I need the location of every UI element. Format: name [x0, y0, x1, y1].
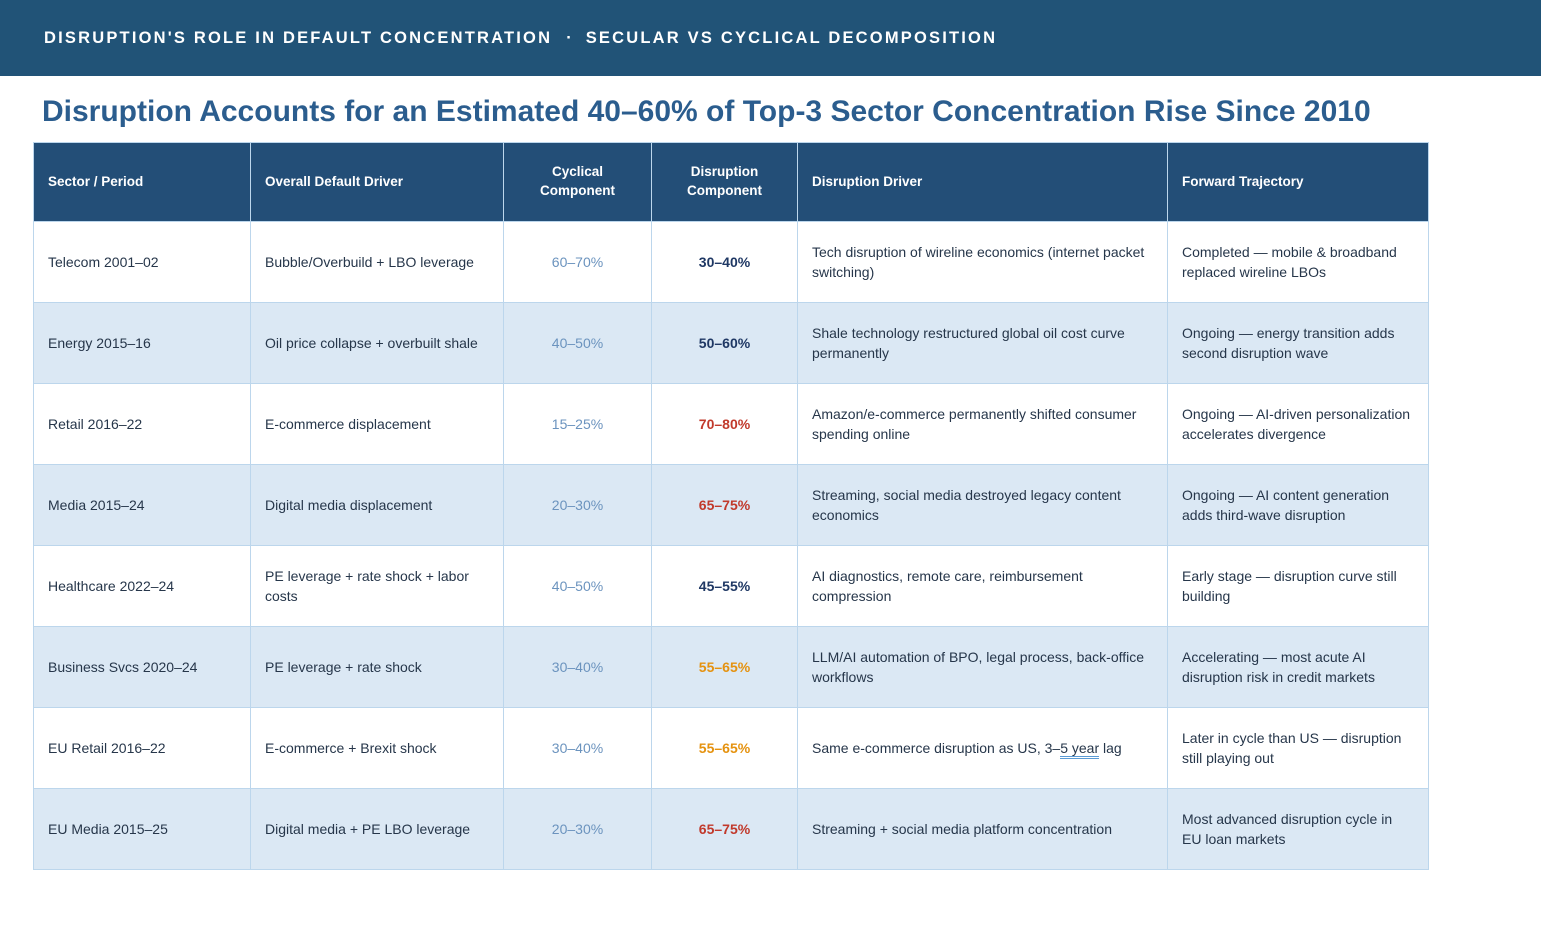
col-header-forward-trajectory: Forward Trajectory	[1167, 142, 1429, 222]
overall-driver-cell: Bubble/Overbuild + LBO leverage	[250, 221, 504, 303]
cyclical-value: 30–40%	[503, 626, 652, 708]
cyclical-value: 20–30%	[503, 464, 652, 546]
disruption-value-cell: 30–40%	[651, 221, 798, 303]
overall-driver-cell: E-commerce displacement	[250, 383, 504, 465]
overall-driver-cell: E-commerce + Brexit shock	[250, 707, 504, 789]
table-row-media: Media 2015–24 Digital media displacement…	[33, 464, 1429, 546]
col-header-sector-period: Sector / Period	[33, 142, 251, 222]
table-row-eu-media: EU Media 2015–25 Digital media + PE LBO …	[33, 788, 1429, 870]
cyclical-value: 40–50%	[503, 545, 652, 627]
disruption-driver-cell: Same e-commerce disruption as US, 3–5 ye…	[797, 707, 1168, 789]
overall-driver-cell: PE leverage + rate shock + labor costs	[250, 545, 504, 627]
cyclical-value: 20–30%	[503, 788, 652, 870]
kicker-left-text: DISRUPTION'S ROLE IN DEFAULT CONCENTRATI…	[44, 28, 553, 47]
disruption-driver-cell: Amazon/e-commerce permanently shifted co…	[797, 383, 1168, 465]
table-row-business-svcs: Business Svcs 2020–24 PE leverage + rate…	[33, 626, 1429, 708]
disruption-value: 65–75%	[698, 497, 751, 513]
cyclical-value: 15–25%	[503, 383, 652, 465]
sector-period-cell: Energy 2015–16	[33, 302, 251, 384]
disruption-value: 50–60%	[698, 335, 751, 351]
disruption-driver-text: Same e-commerce disruption as US, 3–	[812, 740, 1061, 756]
table-row-eu-retail: EU Retail 2016–22 E-commerce + Brexit sh…	[33, 707, 1429, 789]
forward-trajectory-cell: Ongoing — AI-driven personalization acce…	[1167, 383, 1429, 465]
disruption-driver-cell: Shale technology restructured global oil…	[797, 302, 1168, 384]
disruption-driver-text: lag	[1099, 740, 1122, 756]
disruption-value: 45–55%	[698, 578, 751, 594]
cyclical-value: 30–40%	[503, 707, 652, 789]
cyclical-value: 40–50%	[503, 302, 652, 384]
disruption-value-cell: 65–75%	[651, 464, 798, 546]
sector-period-cell: Media 2015–24	[33, 464, 251, 546]
forward-trajectory-cell: Most advanced disruption cycle in EU loa…	[1167, 788, 1429, 870]
grammar-underlined-text: 5 year	[1060, 740, 1100, 759]
overall-driver-cell: Digital media + PE LBO leverage	[250, 788, 504, 870]
table-row-healthcare: Healthcare 2022–24 PE leverage + rate sh…	[33, 545, 1429, 627]
disruption-value: 65–75%	[698, 821, 751, 837]
table-row-retail: Retail 2016–22 E-commerce displacement 1…	[33, 383, 1429, 465]
disruption-driver-cell: Streaming, social media destroyed legacy…	[797, 464, 1168, 546]
kicker-right-text: SECULAR VS CYCLICAL DECOMPOSITION	[585, 28, 998, 47]
cyclical-value: 60–70%	[503, 221, 652, 303]
forward-trajectory-cell: Completed — mobile & broadband replaced …	[1167, 221, 1429, 303]
overall-driver-cell: Digital media displacement	[250, 464, 504, 546]
sector-period-cell: EU Retail 2016–22	[33, 707, 251, 789]
disruption-value-cell: 55–65%	[651, 626, 798, 708]
disruption-value: 30–40%	[698, 254, 751, 270]
disruption-value-cell: 65–75%	[651, 788, 798, 870]
sector-period-cell: Business Svcs 2020–24	[33, 626, 251, 708]
col-header-disruption-component: Disruption Component	[651, 142, 798, 222]
sector-period-cell: EU Media 2015–25	[33, 788, 251, 870]
table-header-row: Sector / Period Overall Default Driver C…	[33, 142, 1429, 222]
disruption-driver-cell: LLM/AI automation of BPO, legal process,…	[797, 626, 1168, 708]
disruption-value: 55–65%	[698, 659, 751, 675]
disruption-driver-cell: Streaming + social media platform concen…	[797, 788, 1168, 870]
col-header-cyclical-component: Cyclical Component	[503, 142, 652, 222]
disruption-value: 70–80%	[698, 416, 751, 432]
sector-period-cell: Healthcare 2022–24	[33, 545, 251, 627]
col-header-overall-default-driver: Overall Default Driver	[250, 142, 504, 222]
disruption-driver-cell: AI diagnostics, remote care, reimburseme…	[797, 545, 1168, 627]
forward-trajectory-cell: Early stage — disruption curve still bui…	[1167, 545, 1429, 627]
table-row-telecom: Telecom 2001–02 Bubble/Overbuild + LBO l…	[33, 221, 1429, 303]
disruption-value-cell: 50–60%	[651, 302, 798, 384]
page-title: Disruption Accounts for an Estimated 40–…	[42, 95, 1371, 128]
forward-trajectory-cell: Later in cycle than US — disruption stil…	[1167, 707, 1429, 789]
forward-trajectory-cell: Ongoing — AI content generation adds thi…	[1167, 464, 1429, 546]
overall-driver-cell: PE leverage + rate shock	[250, 626, 504, 708]
disruption-value-cell: 45–55%	[651, 545, 798, 627]
disruption-value-cell: 55–65%	[651, 707, 798, 789]
decomposition-table: Sector / Period Overall Default Driver C…	[33, 142, 1429, 870]
disruption-driver-cell: Tech disruption of wireline economics (i…	[797, 221, 1168, 303]
col-header-disruption-driver: Disruption Driver	[797, 142, 1168, 222]
disruption-value: 55–65%	[698, 740, 751, 756]
disruption-value-cell: 70–80%	[651, 383, 798, 465]
sector-period-cell: Telecom 2001–02	[33, 221, 251, 303]
kicker-banner: DISRUPTION'S ROLE IN DEFAULT CONCENTRATI…	[0, 0, 1541, 76]
overall-driver-cell: Oil price collapse + overbuilt shale	[250, 302, 504, 384]
forward-trajectory-cell: Accelerating — most acute AI disruption …	[1167, 626, 1429, 708]
sector-period-cell: Retail 2016–22	[33, 383, 251, 465]
kicker-separator: ·	[566, 28, 572, 47]
table-row-energy: Energy 2015–16 Oil price collapse + over…	[33, 302, 1429, 384]
forward-trajectory-cell: Ongoing — energy transition adds second …	[1167, 302, 1429, 384]
